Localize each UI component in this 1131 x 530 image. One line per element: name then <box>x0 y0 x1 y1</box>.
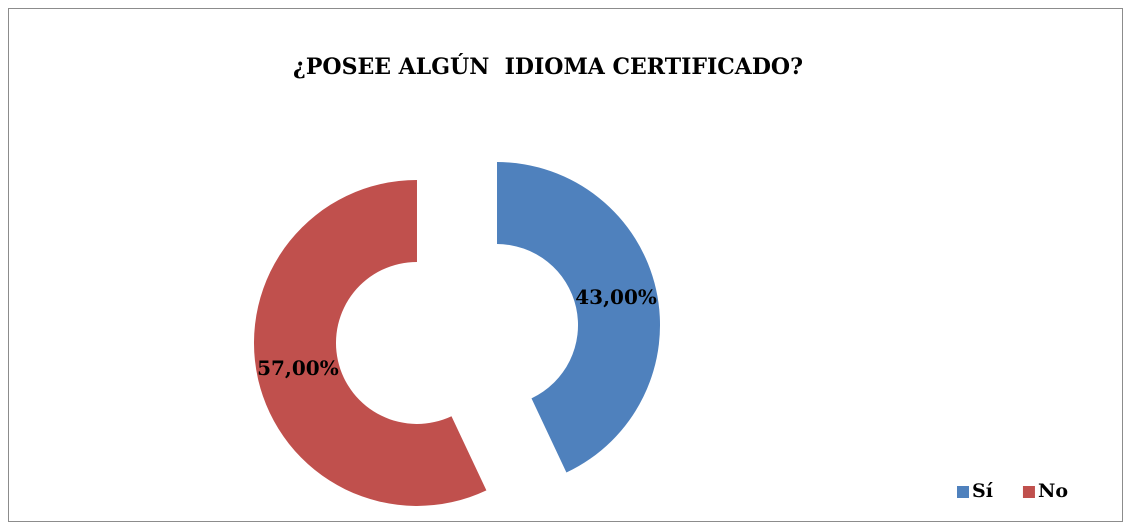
donut-slice <box>497 162 661 473</box>
chart-title: ¿POSEE ALGÚN IDIOMA CERTIFICADO? <box>293 53 803 80</box>
legend-label: No <box>1038 480 1068 502</box>
donut-slice <box>253 179 487 506</box>
legend-label: Sí <box>972 480 994 502</box>
legend-swatch <box>1022 486 1035 498</box>
data-label: 43,00% <box>575 285 657 309</box>
legend-swatch <box>957 486 969 498</box>
data-label: 57,00% <box>257 356 339 380</box>
